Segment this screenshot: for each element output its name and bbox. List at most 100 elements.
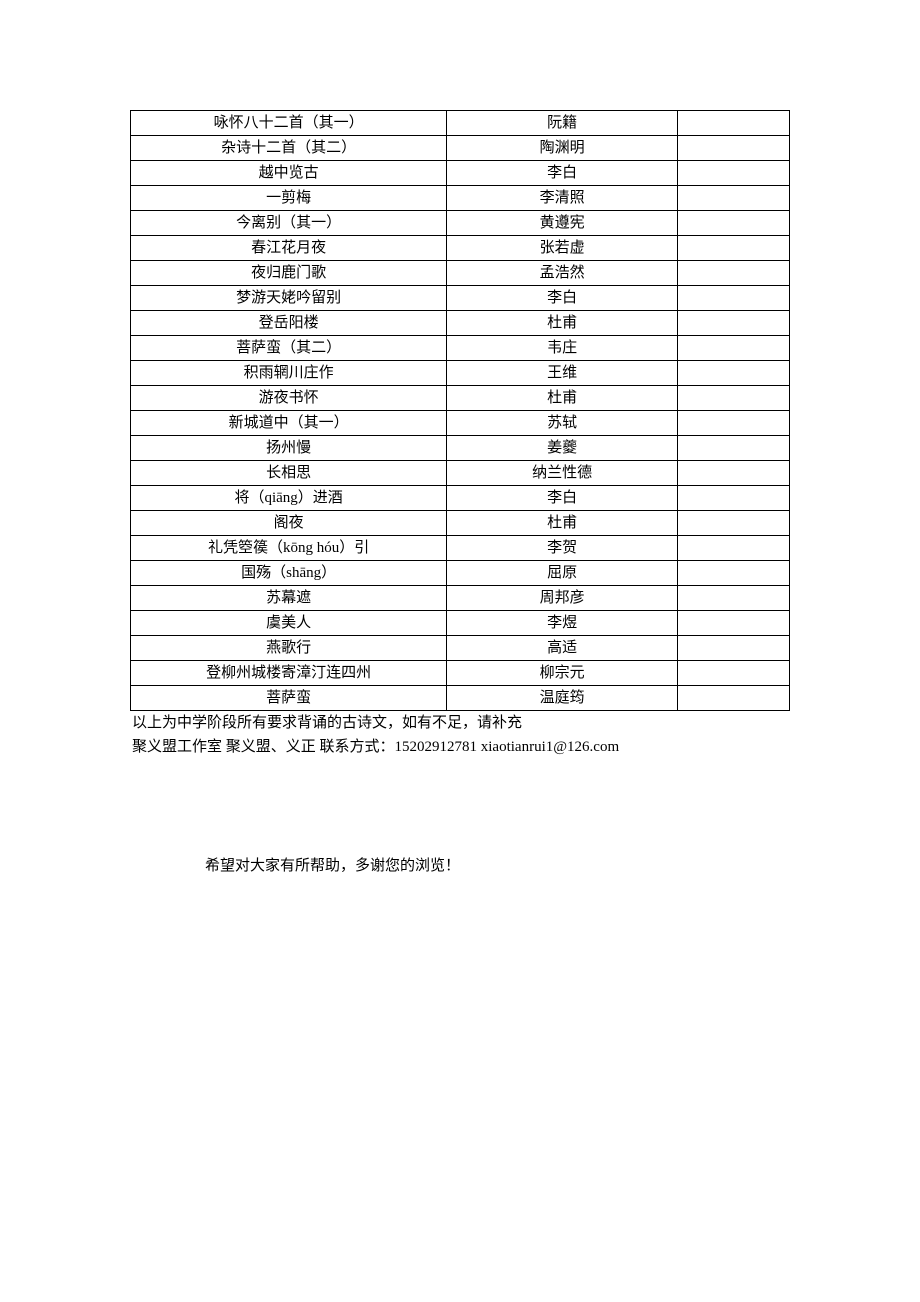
table-row: 新城道中（其一）苏轼 — [131, 411, 790, 436]
poem-extra-cell — [677, 636, 789, 661]
poem-title-cell: 扬州慢 — [131, 436, 447, 461]
table-row: 长相思纳兰性德 — [131, 461, 790, 486]
poem-extra-cell — [677, 336, 789, 361]
poem-table: 咏怀八十二首（其一）阮籍杂诗十二首（其二）陶渊明越中览古李白一剪梅李清照今离别（… — [130, 110, 790, 711]
poem-extra-cell — [677, 511, 789, 536]
poem-author-cell: 李白 — [447, 286, 678, 311]
poem-author-cell: 韦庄 — [447, 336, 678, 361]
table-row: 一剪梅李清照 — [131, 186, 790, 211]
poem-title-cell: 登岳阳楼 — [131, 311, 447, 336]
poem-author-cell: 屈原 — [447, 561, 678, 586]
poem-author-cell: 苏轼 — [447, 411, 678, 436]
table-row: 今离别（其一）黄遵宪 — [131, 211, 790, 236]
table-row: 菩萨蛮温庭筠 — [131, 686, 790, 711]
poem-title-cell: 登柳州城楼寄漳汀连四州 — [131, 661, 447, 686]
table-row: 春江花月夜张若虚 — [131, 236, 790, 261]
note-line-2: 聚义盟工作室 聚义盟、义正 联系方式：15202912781 xiaotianr… — [132, 735, 790, 759]
table-row: 咏怀八十二首（其一）阮籍 — [131, 111, 790, 136]
poem-author-cell: 陶渊明 — [447, 136, 678, 161]
poem-extra-cell — [677, 161, 789, 186]
poem-title-cell: 春江花月夜 — [131, 236, 447, 261]
poem-author-cell: 李清照 — [447, 186, 678, 211]
poem-extra-cell — [677, 361, 789, 386]
poem-author-cell: 姜夔 — [447, 436, 678, 461]
poem-title-cell: 长相思 — [131, 461, 447, 486]
table-row: 菩萨蛮（其二）韦庄 — [131, 336, 790, 361]
poem-author-cell: 李贺 — [447, 536, 678, 561]
table-row: 登柳州城楼寄漳汀连四州柳宗元 — [131, 661, 790, 686]
table-row: 杂诗十二首（其二）陶渊明 — [131, 136, 790, 161]
note-line-1: 以上为中学阶段所有要求背诵的古诗文，如有不足，请补充 — [132, 711, 790, 735]
poem-author-cell: 杜甫 — [447, 386, 678, 411]
poem-title-cell: 礼凭箜篌（kōng hóu）引 — [131, 536, 447, 561]
poem-title-cell: 阁夜 — [131, 511, 447, 536]
poem-title-cell: 游夜书怀 — [131, 386, 447, 411]
poem-title-cell: 一剪梅 — [131, 186, 447, 211]
poem-author-cell: 柳宗元 — [447, 661, 678, 686]
poem-title-cell: 梦游天姥吟留别 — [131, 286, 447, 311]
table-row: 礼凭箜篌（kōng hóu）引李贺 — [131, 536, 790, 561]
poem-title-cell: 杂诗十二首（其二） — [131, 136, 447, 161]
table-row: 将（qiāng）进酒李白 — [131, 486, 790, 511]
poem-extra-cell — [677, 261, 789, 286]
table-row: 积雨辋川庄作王维 — [131, 361, 790, 386]
poem-title-cell: 新城道中（其一） — [131, 411, 447, 436]
poem-author-cell: 李白 — [447, 486, 678, 511]
poem-author-cell: 杜甫 — [447, 511, 678, 536]
poem-title-cell: 菩萨蛮 — [131, 686, 447, 711]
poem-author-cell: 张若虚 — [447, 236, 678, 261]
poem-extra-cell — [677, 436, 789, 461]
table-row: 梦游天姥吟留别李白 — [131, 286, 790, 311]
poem-title-cell: 虞美人 — [131, 611, 447, 636]
poem-author-cell: 温庭筠 — [447, 686, 678, 711]
closing-text: 希望对大家有所帮助，多谢您的浏览！ — [205, 854, 790, 875]
table-row: 游夜书怀杜甫 — [131, 386, 790, 411]
poem-extra-cell — [677, 311, 789, 336]
table-row: 虞美人李煜 — [131, 611, 790, 636]
poem-extra-cell — [677, 586, 789, 611]
poem-title-cell: 苏幕遮 — [131, 586, 447, 611]
poem-extra-cell — [677, 486, 789, 511]
poem-extra-cell — [677, 611, 789, 636]
table-row: 国殇（shāng）屈原 — [131, 561, 790, 586]
poem-author-cell: 周邦彦 — [447, 586, 678, 611]
poem-extra-cell — [677, 186, 789, 211]
poem-extra-cell — [677, 686, 789, 711]
poem-author-cell: 孟浩然 — [447, 261, 678, 286]
poem-author-cell: 王维 — [447, 361, 678, 386]
table-row: 阁夜杜甫 — [131, 511, 790, 536]
poem-title-cell: 今离别（其一） — [131, 211, 447, 236]
table-body: 咏怀八十二首（其一）阮籍杂诗十二首（其二）陶渊明越中览古李白一剪梅李清照今离别（… — [131, 111, 790, 711]
poem-author-cell: 杜甫 — [447, 311, 678, 336]
poem-extra-cell — [677, 461, 789, 486]
poem-author-cell: 纳兰性德 — [447, 461, 678, 486]
poem-title-cell: 越中览古 — [131, 161, 447, 186]
poem-author-cell: 李白 — [447, 161, 678, 186]
poem-extra-cell — [677, 236, 789, 261]
poem-extra-cell — [677, 661, 789, 686]
poem-author-cell: 李煜 — [447, 611, 678, 636]
table-row: 夜归鹿门歌孟浩然 — [131, 261, 790, 286]
poem-extra-cell — [677, 211, 789, 236]
table-row: 燕歌行高适 — [131, 636, 790, 661]
poem-title-cell: 咏怀八十二首（其一） — [131, 111, 447, 136]
table-row: 扬州慢姜夔 — [131, 436, 790, 461]
table-row: 苏幕遮周邦彦 — [131, 586, 790, 611]
poem-author-cell: 阮籍 — [447, 111, 678, 136]
poem-title-cell: 国殇（shāng） — [131, 561, 447, 586]
table-row: 登岳阳楼杜甫 — [131, 311, 790, 336]
poem-extra-cell — [677, 111, 789, 136]
poem-title-cell: 夜归鹿门歌 — [131, 261, 447, 286]
poem-extra-cell — [677, 136, 789, 161]
poem-title-cell: 菩萨蛮（其二） — [131, 336, 447, 361]
poem-extra-cell — [677, 536, 789, 561]
poem-extra-cell — [677, 386, 789, 411]
poem-extra-cell — [677, 411, 789, 436]
poem-extra-cell — [677, 561, 789, 586]
poem-extra-cell — [677, 286, 789, 311]
poem-title-cell: 将（qiāng）进酒 — [131, 486, 447, 511]
table-row: 越中览古李白 — [131, 161, 790, 186]
poem-title-cell: 积雨辋川庄作 — [131, 361, 447, 386]
poem-author-cell: 黄遵宪 — [447, 211, 678, 236]
poem-author-cell: 高适 — [447, 636, 678, 661]
